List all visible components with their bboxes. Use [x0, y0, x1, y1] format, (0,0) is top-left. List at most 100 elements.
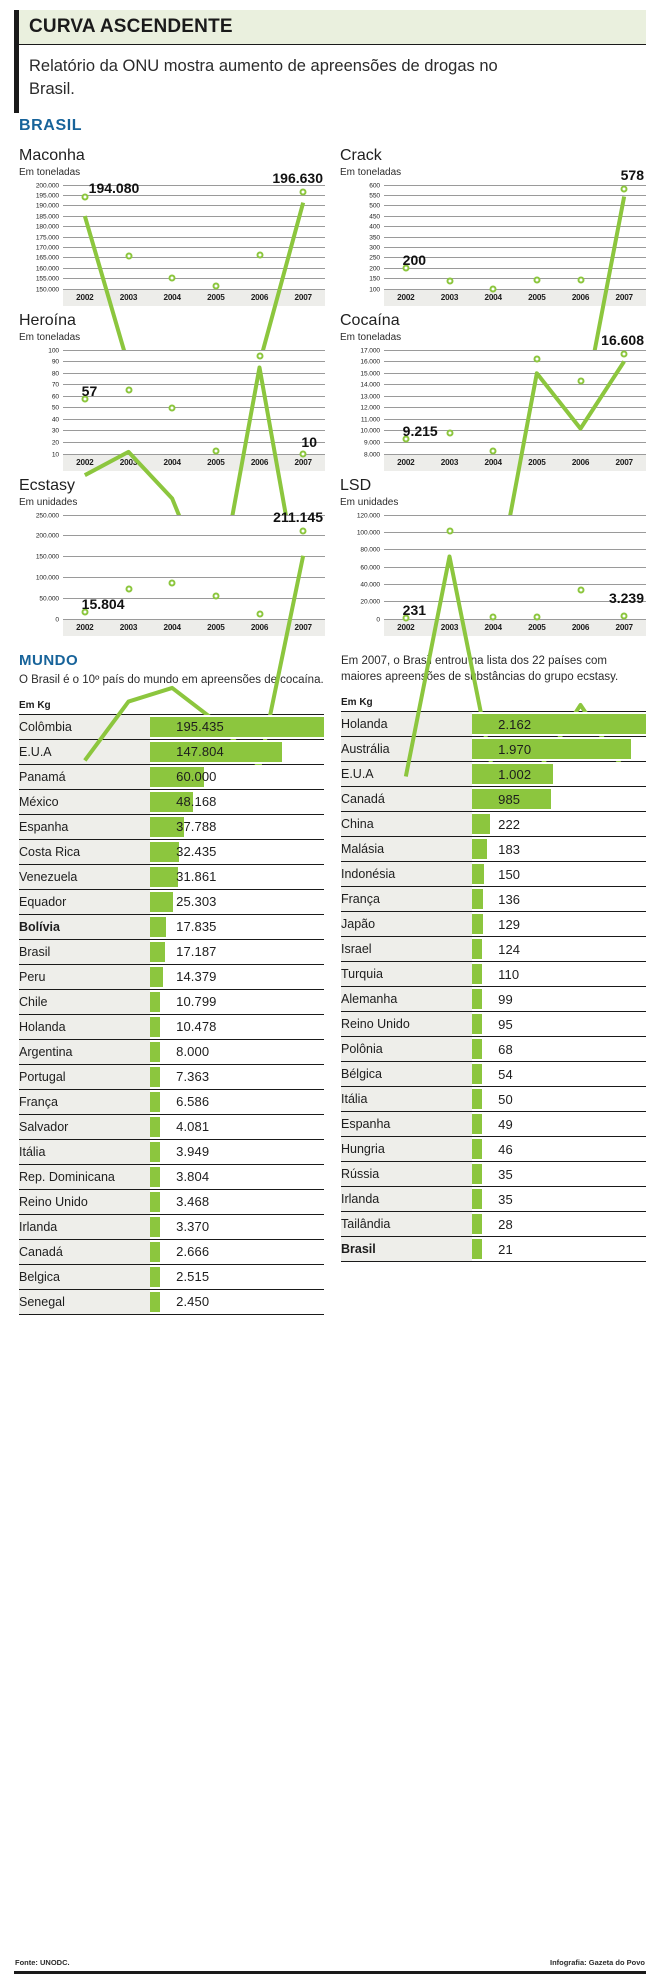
bar-value-cell: 17.835	[150, 914, 324, 940]
gridline: 0	[55, 616, 325, 623]
y-axis-tick: 150	[369, 275, 380, 283]
data-point-marker	[533, 276, 541, 284]
country-name-cell: Rússia	[341, 1161, 473, 1188]
value-bar	[472, 914, 483, 935]
country-name-cell: E.U.A	[19, 739, 151, 765]
table-row: Senegal 2.450	[19, 1289, 324, 1315]
infographic-page: CURVA ASCENDENTE Relatório da ONU mostra…	[0, 10, 660, 1982]
value-bar	[472, 889, 484, 910]
cocaine-seizures-table: Colômbia 195.435 E.U.A 147.804 Panamá 60.000 M…	[19, 713, 324, 1315]
value-bar	[150, 1216, 160, 1237]
gridline: 40	[52, 416, 325, 423]
x-axis-tick: 2005	[207, 622, 225, 632]
table-row: Colômbia 195.435	[19, 713, 324, 740]
page-title: CURVA ASCENDENTE	[29, 16, 233, 37]
table-row: França 6.586	[19, 1089, 324, 1115]
gridline: 9.000	[364, 439, 646, 446]
value-bar	[150, 1141, 160, 1162]
value-label: 10.799	[176, 994, 217, 1010]
y-axis-tick: 10.000	[360, 427, 380, 435]
gridline: 100	[369, 286, 646, 293]
table-row: Itália 50	[341, 1086, 646, 1113]
y-axis-tick: 70	[51, 381, 59, 389]
x-axis-tick: 2002	[76, 457, 94, 467]
country-name-cell: Bélgica	[341, 1061, 473, 1088]
country-name-cell: Itália	[341, 1086, 473, 1113]
value-label: 1.970	[498, 741, 532, 757]
x-axis-tick: 2006	[571, 622, 590, 632]
chart-unit-label: Em toneladas	[19, 166, 81, 178]
country-name-cell: Irlanda	[341, 1186, 473, 1213]
value-bar	[472, 1064, 482, 1085]
value-label: 110	[498, 966, 520, 982]
bar-value-cell: 68	[472, 1036, 646, 1063]
chart-title: LSD	[340, 476, 372, 494]
bar-value-cell: 95	[472, 1011, 646, 1038]
gridline: 14.000	[360, 382, 646, 389]
y-axis-tick: 40.000	[360, 581, 380, 589]
bar-value-cell: 35	[472, 1186, 646, 1213]
y-axis-tick: 175.000	[35, 234, 59, 242]
chart-block-hero-na: Heroína Em toneladas 100 90 80 70 60 50 40 30 20 10…	[14, 306, 325, 471]
y-axis-tick: 195.000	[35, 192, 59, 200]
x-axis-tick: 2006	[250, 622, 269, 632]
table-row: Espanha 49	[341, 1111, 646, 1138]
value-label: 14.379	[176, 969, 217, 985]
x-axis-tick: 2005	[207, 457, 225, 467]
gridline: 180.000	[36, 224, 325, 231]
country-name-cell: Rep. Dominicana	[19, 1164, 151, 1190]
value-label: 21	[498, 1241, 513, 1257]
table-row: Costa Rica 32.435	[19, 839, 324, 865]
y-axis-tick: 185.000	[35, 213, 59, 221]
table-row: Portugal 7.363	[19, 1064, 324, 1090]
gridline: 100.000	[357, 529, 646, 536]
y-axis-tick: 600	[369, 182, 380, 190]
country-name-cell: Bolívia	[19, 914, 151, 940]
table-row: Equador 25.303	[19, 889, 324, 915]
header-band: CURVA ASCENDENTE	[14, 10, 646, 44]
bar-value-cell: 50	[472, 1086, 646, 1113]
ecstasy-seizures-table: Holanda 2.162 Austrália 1.970 E.U.A 1.002 Cana…	[341, 711, 646, 1263]
gridline: 150.000	[36, 554, 325, 561]
x-axis-tick: 2005	[528, 457, 546, 467]
x-axis-tick: 2007	[615, 292, 633, 302]
y-axis-tick: 155.000	[35, 275, 59, 283]
data-point-marker	[81, 608, 89, 616]
country-name-cell: Canadá	[341, 786, 473, 813]
table-row: Rep. Dominicana 3.804	[19, 1164, 324, 1190]
x-axis: 2002 2003 2004 2005 2006 2007	[63, 618, 325, 636]
y-axis-tick: 150.000	[35, 553, 59, 561]
gridline: 185.000	[36, 213, 325, 220]
table-row: Tailândia 28	[341, 1211, 646, 1238]
bar-value-cell: 31.861	[150, 864, 324, 890]
gridline: 8.000	[364, 451, 646, 458]
bar-value-cell: 3.468	[150, 1189, 324, 1215]
value-label: 124	[498, 941, 521, 957]
plot-area: 600 550 500 450 400 350 300 250 200 150 100	[369, 182, 646, 293]
value-label: 129	[498, 916, 521, 932]
gridline: 0	[376, 616, 646, 623]
gridline: 20.000	[360, 599, 646, 606]
bar-value-cell: 195.435	[150, 713, 324, 740]
value-bar	[472, 1139, 482, 1160]
value-annotation: 196.630	[272, 169, 323, 186]
data-point-marker	[577, 276, 584, 284]
gridline: 120.000	[357, 512, 646, 519]
value-bar	[472, 839, 487, 860]
bar-value-cell: 28	[472, 1211, 646, 1238]
value-label: 10.478	[176, 1019, 217, 1035]
table-row: Brasil 21	[341, 1236, 646, 1263]
table-row: Holanda 2.162	[341, 711, 646, 738]
y-axis-tick: 17.000	[360, 347, 380, 355]
chart-unit-label: Em toneladas	[19, 331, 81, 343]
country-name-cell: Austrália	[341, 736, 473, 763]
chart-unit-label: Em unidades	[340, 496, 399, 508]
value-bar	[150, 991, 160, 1012]
table-row: México 48.168	[19, 789, 324, 815]
table-row: Malásia 183	[341, 836, 646, 863]
gridline: 100	[48, 347, 325, 354]
y-axis-tick: 14.000	[360, 381, 380, 389]
data-point-marker	[299, 450, 307, 458]
value-bar	[472, 764, 553, 785]
mundo-left-text: O Brasil é o 10º país do mundo em apreen…	[19, 673, 324, 686]
